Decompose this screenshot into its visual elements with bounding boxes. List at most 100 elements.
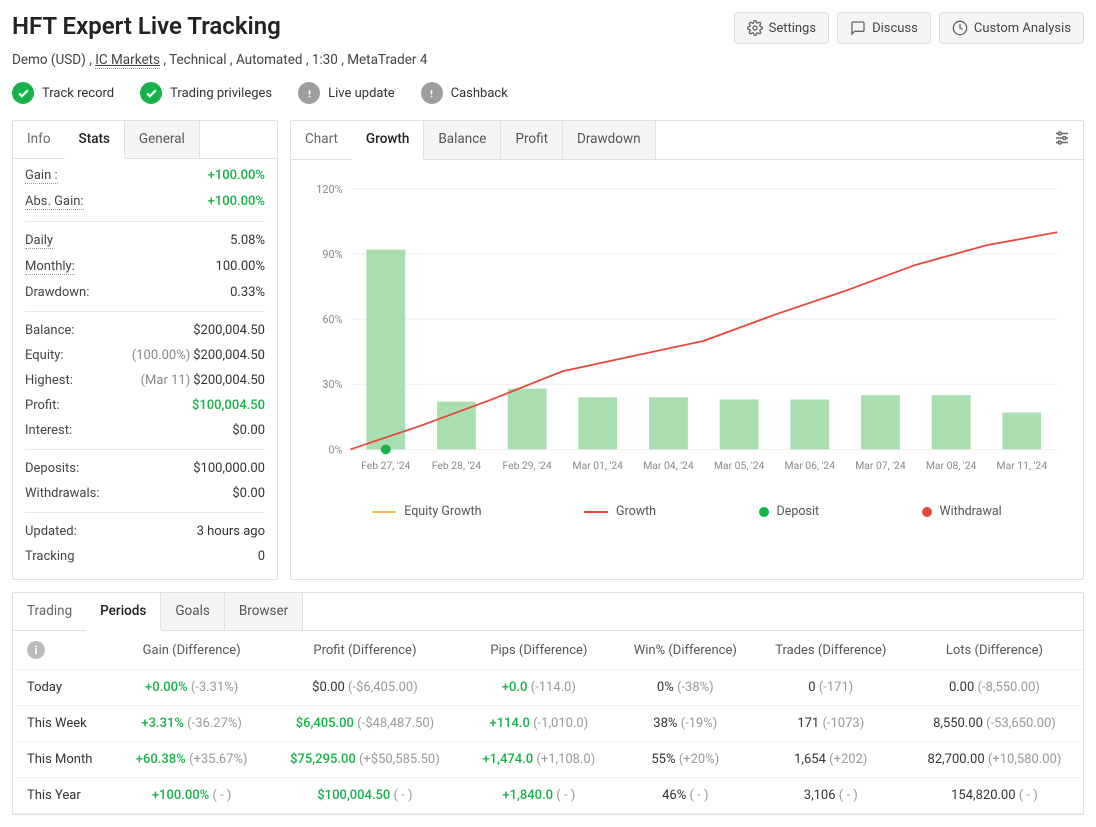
svg-text:Mar 08, '24: Mar 08, '24 [926,459,977,472]
stat-equity-label: Equity: [25,348,64,363]
periods-col-header: Lots (Difference) [906,631,1083,670]
periods-table: i Gain (Difference)Profit (Difference)Pip… [13,631,1083,814]
stat-withdrawals-value: $0.00 [232,486,265,501]
stat-interest-label: Interest: [25,423,72,438]
svg-text:Mar 05, '24: Mar 05, '24 [714,459,765,472]
stat-tracking-value: 0 [258,549,265,564]
stat-interest-value: $0.00 [232,423,265,438]
custom-analysis-label: Custom Analysis [974,21,1071,36]
svg-text:Feb 27, '24: Feb 27, '24 [361,459,410,472]
tab-general[interactable]: General [125,121,200,158]
svg-text:Mar 04, '24: Mar 04, '24 [643,459,694,472]
stat-highest-label: Highest: [25,373,73,388]
stat-absgain-value: +100.00% [208,194,265,210]
stat-gain-label: Gain : [25,168,58,184]
stat-monthly-label: Monthly: [25,259,75,275]
tab-goals[interactable]: Goals [161,593,225,630]
svg-text:Mar 11, '24: Mar 11, '24 [997,459,1048,472]
check-icon [12,82,34,104]
svg-text:0%: 0% [328,443,342,456]
stat-updated-value: 3 hours ago [197,524,265,539]
svg-text:Feb 29, '24: Feb 29, '24 [502,459,551,472]
stat-highest-value: (Mar 11)$200,004.50 [141,373,265,388]
settings-button[interactable]: Settings [734,12,829,44]
periods-col-header: Win% (Difference) [615,631,756,670]
tab-balance[interactable]: Balance [424,121,501,159]
account-subtitle: Demo (USD) , IC Markets , Technical , Au… [12,52,1084,68]
stat-balance-label: Balance: [25,323,74,338]
gear-icon [747,20,763,36]
stat-daily-label: Daily [25,233,53,249]
periods-col-header: Profit (Difference) [267,631,463,670]
status-badges: Track record Trading privileges Live upd… [12,82,1084,104]
badge-cashback: Cashback [421,82,508,104]
stat-balance-value: $200,004.50 [193,323,265,338]
stat-deposits-label: Deposits: [25,461,79,476]
clock-icon [952,20,968,36]
periods-col-header: Pips (Difference) [463,631,615,670]
table-row: This Year+100.00% ( - )$100,004.50 ( - )… [13,778,1083,814]
chart-legend: Equity Growth Growth Deposit Withdrawal [291,498,1083,527]
table-row: Today+0.00% (-3.31%)$0.00 (-$6,405.00)+0… [13,670,1083,706]
stat-profit-value: $100,004.50 [192,398,265,413]
badge-live-update: Live update [298,82,395,104]
stat-updated-label: Updated: [25,524,77,539]
table-row: This Month+60.38% (+35.67%)$75,295.00 (+… [13,742,1083,778]
badge-track-record: Track record [12,82,114,104]
tab-periods[interactable]: Periods [86,593,161,631]
stat-drawdown-value: 0.33% [230,285,265,300]
svg-text:60%: 60% [322,313,342,326]
stat-daily-value: 5.08% [230,233,265,249]
stat-absgain-label: Abs. Gain: [25,194,84,210]
tab-trading[interactable]: Trading [13,593,86,630]
stat-monthly-value: 100.00% [216,259,265,275]
periods-col-header: Gain (Difference) [116,631,267,670]
table-row: This Week+3.31% (-36.27%)$6,405.00 (-$48… [13,706,1083,742]
stat-profit-label: Profit: [25,398,60,413]
tab-chart[interactable]: Chart [291,121,352,159]
legend-withdrawal: Withdrawal [922,504,1002,519]
stat-equity-value: (100.00%)$200,004.50 [132,348,265,363]
legend-equity-growth: Equity Growth [372,504,481,519]
tab-drawdown[interactable]: Drawdown [563,121,656,159]
stat-gain-value: +100.00% [208,168,265,184]
discuss-icon [850,20,866,36]
periods-col-header: i [13,631,116,670]
stat-withdrawals-label: Withdrawals: [25,486,100,501]
svg-text:Feb 28, '24: Feb 28, '24 [432,459,481,472]
periods-panel: Trading Periods Goals Browser i Gain (Dif… [12,592,1084,815]
chart-settings-button[interactable] [1041,121,1083,159]
growth-chart: 0% 30% 60% 90% 120% Feb 27, '24 Feb 28, '24 Feb… [307,174,1067,484]
tab-stats[interactable]: Stats [65,121,125,159]
svg-text:120%: 120% [316,183,342,196]
stat-drawdown-label: Drawdown: [25,285,89,300]
discuss-label: Discuss [872,21,918,36]
tab-profit[interactable]: Profit [501,121,563,159]
tab-info[interactable]: Info [13,121,65,158]
legend-deposit: Deposit [759,504,820,519]
info-icon[interactable]: i [27,641,45,659]
stat-tracking-label: Tracking [25,549,75,564]
sliders-icon [1053,129,1071,147]
periods-col-header: Trades (Difference) [756,631,906,670]
alert-icon [421,82,443,104]
legend-growth: Growth [584,504,656,519]
alert-icon [298,82,320,104]
tab-growth[interactable]: Growth [352,121,424,160]
svg-text:Mar 01, '24: Mar 01, '24 [573,459,624,472]
svg-text:Mar 07, '24: Mar 07, '24 [855,459,906,472]
discuss-button[interactable]: Discuss [837,12,931,44]
svg-text:30%: 30% [322,378,342,391]
page-title: HFT Expert Live Tracking [12,12,281,40]
check-icon [140,82,162,104]
svg-text:Mar 06, '24: Mar 06, '24 [785,459,836,472]
tab-browser[interactable]: Browser [225,593,303,630]
broker-link[interactable]: IC Markets [95,52,160,69]
custom-analysis-button[interactable]: Custom Analysis [939,12,1084,44]
stats-panel: Info Stats General Gain : +100.00% Abs. G… [12,120,278,580]
stat-deposits-value: $100,000.00 [193,461,265,476]
badge-trading-privileges: Trading privileges [140,82,272,104]
svg-text:90%: 90% [322,248,342,261]
chart-panel: Chart Growth Balance Profit Drawdown 0% 3… [290,120,1084,580]
settings-label: Settings [769,21,816,36]
